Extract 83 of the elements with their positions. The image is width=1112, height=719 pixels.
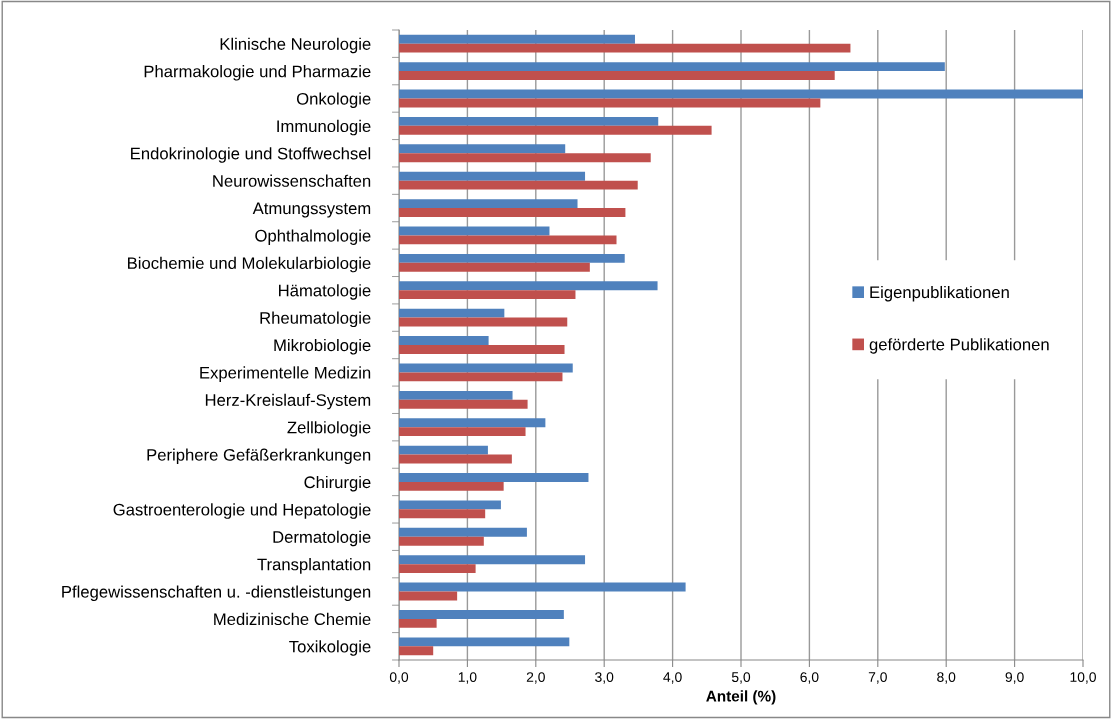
y-tick-label: Mikrobiologie <box>274 338 371 355</box>
bar <box>399 363 573 373</box>
y-tick-label: Transplantation <box>257 558 371 574</box>
y-tick-label: Chirurgie <box>304 475 371 492</box>
bar <box>399 43 851 53</box>
bar <box>399 71 835 80</box>
y-tick-label: Neurowissenschaften <box>213 174 371 187</box>
x-tick-label: 5,0 <box>731 672 751 684</box>
bar <box>399 116 659 126</box>
bar <box>399 34 635 44</box>
x-tick-label: 8,0 <box>937 672 956 684</box>
bar <box>399 208 626 217</box>
y-tick-label: Medizinische Chemie <box>214 612 371 626</box>
bar <box>399 646 434 656</box>
bar <box>399 618 437 628</box>
bar <box>399 390 513 400</box>
bar <box>399 345 565 354</box>
y-tick-label: Experimentelle Medizin <box>200 366 371 382</box>
bar <box>399 290 576 300</box>
bar <box>399 536 484 546</box>
bar <box>399 98 821 108</box>
bar <box>399 527 527 537</box>
y-tick-label: Pharmakologie und Pharmazie <box>144 65 371 81</box>
legend-label: Eigenpublikationen <box>870 285 1009 302</box>
y-tick-label: Endokrinologie und Stoffwechsel <box>131 147 371 163</box>
x-tick-label: 6,0 <box>800 672 819 684</box>
bar <box>399 372 563 382</box>
y-tick-label: Atmungssystem <box>252 202 371 218</box>
bar <box>399 262 590 272</box>
bar <box>399 171 586 181</box>
bar <box>399 610 564 619</box>
y-tick-label: Zellbiologie <box>287 421 371 437</box>
bar <box>399 591 458 601</box>
bar <box>399 427 526 437</box>
x-tick-label: 2,0 <box>526 672 545 684</box>
bar <box>399 144 566 154</box>
x-tick-label: 0,0 <box>389 672 409 684</box>
bar <box>399 473 589 482</box>
bar <box>399 418 546 428</box>
y-tick-label: Dermatologie <box>273 530 371 547</box>
bar <box>399 153 651 163</box>
x-tick-label: 9,0 <box>1005 672 1024 684</box>
bar <box>399 500 501 510</box>
y-tick-label: Toxikologie <box>289 640 371 656</box>
bar <box>399 445 488 455</box>
y-tick-label: Pflegewissenschaften u. -dienstleistungen <box>62 585 371 602</box>
bar <box>399 62 945 72</box>
x-axis-title: Anteil (%) <box>706 690 776 705</box>
bar <box>399 317 568 327</box>
bar <box>399 281 658 291</box>
x-tick-label: 10,0 <box>1070 672 1096 684</box>
bar <box>399 564 476 574</box>
bar <box>399 637 570 647</box>
bar <box>399 226 550 236</box>
bar <box>399 399 528 409</box>
bar <box>399 235 617 245</box>
y-tick-label: Ophthalmologie <box>255 229 371 245</box>
bar <box>399 555 586 565</box>
bar <box>399 336 489 345</box>
bar <box>399 89 1083 99</box>
bar <box>399 582 686 592</box>
x-tick-label: 3,0 <box>595 672 614 684</box>
bar <box>399 454 512 464</box>
y-tick-label: Herz-Kreislauf-System <box>205 393 371 410</box>
bar <box>399 481 504 491</box>
x-tick-label: 1,0 <box>458 672 477 684</box>
bar <box>399 125 712 135</box>
x-tick-label: 4,0 <box>663 672 682 684</box>
legend-label: geförderte Publikationen <box>869 338 1049 354</box>
y-tick-label: Klinische Neurologie <box>220 37 371 54</box>
y-tick-label: Rheumatologie <box>260 311 371 328</box>
x-tick-label: 7,0 <box>868 672 887 684</box>
y-tick-label: Onkologie <box>296 92 371 108</box>
y-tick-label: Periphere Gefäßerkrankungen <box>147 448 371 465</box>
bar <box>399 308 505 318</box>
y-tick-label: Immunologie <box>277 119 371 136</box>
y-tick-label: Gastroenterologie und Hepatologie <box>113 503 371 519</box>
y-tick-label: Hämatologie <box>279 284 371 300</box>
y-tick-label: Biochemie und Molekularbiologie <box>128 256 371 273</box>
bar <box>399 253 625 263</box>
bar <box>399 509 486 519</box>
bar <box>399 199 578 209</box>
bar <box>399 180 638 190</box>
